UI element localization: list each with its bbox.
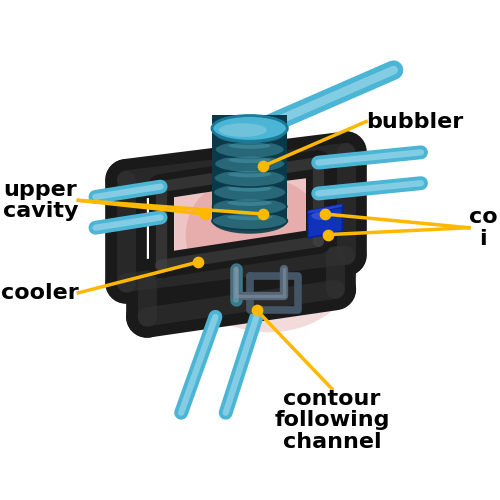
Text: bubbler: bubbler xyxy=(366,112,464,132)
Ellipse shape xyxy=(215,140,284,158)
Text: contour
following
channel: contour following channel xyxy=(274,389,390,452)
Bar xyxy=(212,114,288,221)
Text: upper
cavity: upper cavity xyxy=(3,180,78,221)
Point xyxy=(252,306,260,314)
Polygon shape xyxy=(308,204,342,214)
Ellipse shape xyxy=(215,136,284,162)
Ellipse shape xyxy=(228,171,272,177)
Ellipse shape xyxy=(216,122,284,148)
Ellipse shape xyxy=(214,155,285,173)
Ellipse shape xyxy=(214,165,286,191)
Ellipse shape xyxy=(158,150,361,332)
Ellipse shape xyxy=(228,156,271,163)
Ellipse shape xyxy=(212,198,287,216)
Ellipse shape xyxy=(212,194,287,220)
Ellipse shape xyxy=(228,186,272,192)
Text: cooler: cooler xyxy=(0,283,78,303)
Ellipse shape xyxy=(213,180,286,205)
Polygon shape xyxy=(174,166,325,269)
Ellipse shape xyxy=(213,184,286,202)
Point xyxy=(260,162,268,170)
Ellipse shape xyxy=(216,126,284,144)
Point xyxy=(324,230,332,238)
Point xyxy=(260,210,268,218)
Ellipse shape xyxy=(228,200,272,206)
Ellipse shape xyxy=(219,123,267,137)
Text: co
i: co i xyxy=(469,207,498,248)
Ellipse shape xyxy=(227,214,272,220)
Ellipse shape xyxy=(212,116,288,141)
Ellipse shape xyxy=(312,212,332,220)
Ellipse shape xyxy=(186,175,334,308)
Point xyxy=(321,210,329,218)
Ellipse shape xyxy=(214,151,285,176)
Point xyxy=(194,258,202,266)
Ellipse shape xyxy=(229,142,270,149)
Ellipse shape xyxy=(229,128,270,134)
Ellipse shape xyxy=(212,212,288,230)
Polygon shape xyxy=(308,207,342,238)
Ellipse shape xyxy=(214,169,286,187)
Ellipse shape xyxy=(212,208,288,234)
Point xyxy=(201,210,209,218)
